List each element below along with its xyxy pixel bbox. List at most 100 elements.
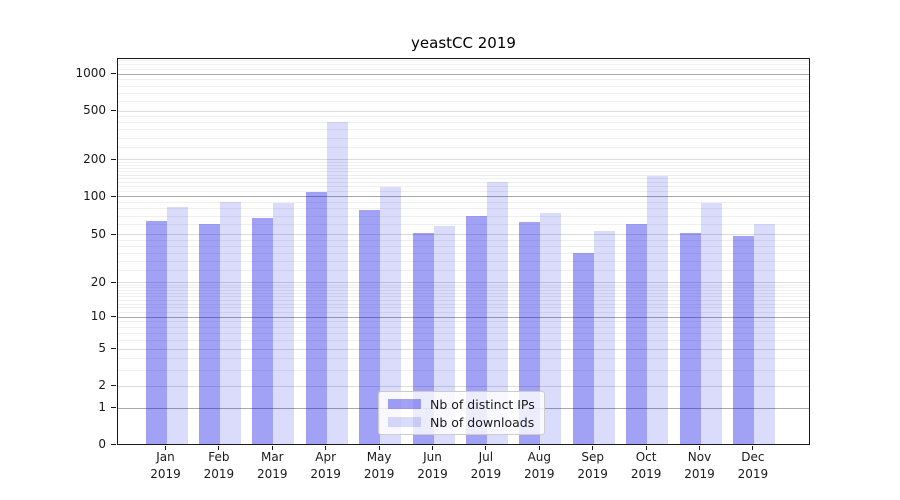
y-tick-label-500: 500 <box>83 103 106 117</box>
y-tick-label-1: 1 <box>98 400 106 415</box>
y-tick-mark <box>111 73 116 75</box>
minor-gridline <box>118 64 809 66</box>
bar-downloads-mar <box>273 202 295 444</box>
bar-downloads-feb <box>219 201 241 444</box>
x-tick-mark <box>538 446 540 450</box>
bar-ips-apr <box>305 191 327 444</box>
x-tick-mark <box>325 446 327 450</box>
y-tick-label-10: 10 <box>90 309 106 323</box>
major-gridline <box>118 159 809 161</box>
minor-gridline <box>118 284 809 286</box>
legend-swatch-downloads <box>388 417 421 427</box>
minor-gridline <box>118 164 809 166</box>
x-tick-mark <box>592 446 594 450</box>
x-tick-mark <box>218 446 220 450</box>
major-gridline <box>118 234 809 235</box>
bar-downloads-apr <box>326 121 348 444</box>
grid-layer <box>118 59 809 444</box>
x-tick-label-apr: Apr 2019 <box>310 450 341 481</box>
bar-ips-may <box>359 209 381 444</box>
minor-gridline <box>118 59 809 61</box>
minor-gridline <box>118 340 809 342</box>
minor-gridline <box>118 293 809 295</box>
y-tick-mark <box>111 316 116 317</box>
y-tick-mark <box>111 158 116 160</box>
legend-item-distinct-ips: Nb of distinct IPs <box>388 397 535 412</box>
y-tick-label-100: 100 <box>83 188 106 203</box>
y-tick-label-5: 5 <box>98 341 106 356</box>
y-tick-mark <box>111 233 116 235</box>
bar-downloads-jul <box>486 182 508 444</box>
minor-gridline <box>118 129 809 131</box>
minor-gridline <box>118 122 809 124</box>
minor-gridline <box>118 311 809 313</box>
bar-downloads-nov <box>700 202 722 444</box>
minor-gridline <box>118 171 809 173</box>
bar-downloads-dec <box>753 224 775 444</box>
minor-gridline <box>118 287 809 289</box>
y-tick-mark <box>111 110 116 111</box>
minor-gridline <box>118 92 809 94</box>
x-tick-label-jun: Jun 2019 <box>417 450 448 481</box>
bar-downloads-may <box>380 187 402 444</box>
minor-gridline <box>118 326 809 328</box>
minor-gridline <box>118 239 809 241</box>
minor-gridline <box>118 191 809 193</box>
major-gridline <box>118 348 809 350</box>
major-gridline <box>118 196 809 198</box>
minor-gridline <box>118 369 809 371</box>
y-tick-label-20: 20 <box>90 274 106 289</box>
minor-gridline <box>118 208 809 210</box>
minor-gridline <box>118 68 809 70</box>
minor-gridline <box>118 137 809 139</box>
major-gridline <box>118 282 809 284</box>
x-tick-mark <box>699 446 700 450</box>
bar-ips-feb <box>198 224 220 444</box>
major-gridline <box>118 385 809 387</box>
x-tick-label-jan: Jan 2019 <box>150 450 181 481</box>
minor-gridline <box>118 100 809 102</box>
x-tick-mark <box>752 446 754 450</box>
minor-gridline <box>118 321 809 323</box>
minor-gridline <box>118 178 809 180</box>
bar-ips-aug <box>519 221 541 444</box>
plot-area <box>117 58 810 445</box>
x-tick-label-dec: Dec 2019 <box>737 450 769 481</box>
bar-downloads-oct <box>647 175 669 444</box>
x-tick-mark <box>378 446 380 450</box>
bar-downloads-sep <box>593 231 615 444</box>
bar-downloads-aug <box>540 212 562 444</box>
y-tick-label-200: 200 <box>83 151 106 166</box>
major-gridline <box>118 110 809 112</box>
y-tick-label-2: 2 <box>98 378 106 393</box>
x-tick-label-aug: Aug 2019 <box>524 450 555 481</box>
minor-gridline <box>118 215 809 217</box>
minor-gridline <box>118 307 809 309</box>
legend-swatch-distinct-ips <box>388 399 421 409</box>
major-gridline <box>118 73 809 75</box>
minor-gridline <box>118 270 809 272</box>
minor-gridline <box>118 224 809 226</box>
bar-ips-sep <box>572 252 594 444</box>
bar-downloads-jun <box>433 226 455 444</box>
minor-gridline <box>118 174 809 176</box>
y-tick-mark <box>111 443 116 445</box>
bar-downloads-jan <box>166 206 188 444</box>
minor-gridline <box>118 79 809 81</box>
x-tick-label-oct: Oct 2019 <box>630 450 662 481</box>
x-tick-label-sep: Sep 2019 <box>577 450 608 481</box>
y-tick-label-1000: 1000 <box>75 66 106 81</box>
minor-gridline <box>118 303 809 305</box>
y-tick-mark <box>111 281 116 283</box>
legend: Nb of distinct IPs Nb of downloads <box>378 391 545 435</box>
x-tick-label-mar: Mar 2019 <box>257 450 288 481</box>
legend-label-distinct-ips: Nb of distinct IPs <box>430 396 535 412</box>
legend-label-downloads: Nb of downloads <box>430 414 535 430</box>
minor-gridline <box>118 182 809 184</box>
bar-ips-jul <box>465 215 487 444</box>
bar-ips-dec <box>732 235 754 444</box>
minor-gridline <box>118 85 809 87</box>
minor-gridline <box>118 299 809 301</box>
minor-gridline <box>118 357 809 359</box>
